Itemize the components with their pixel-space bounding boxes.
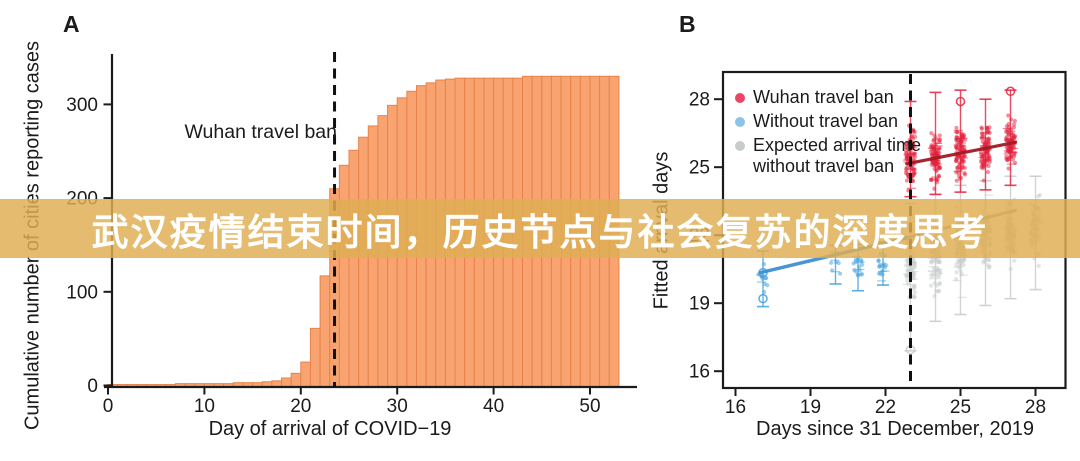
legend-label: Expected arrival time without travel ban	[753, 135, 922, 176]
bar-day-22	[309, 327, 321, 388]
overlay-text-banner: 武汉疫情结束时间，历史节点与社会复苏的深度思考	[0, 199, 1080, 258]
legend-item-wuhan-travel-ban: Wuhan travel ban	[735, 87, 938, 108]
legend: Wuhan travel ban Without travel ban Expe…	[735, 87, 938, 180]
bar-day-21	[300, 361, 311, 388]
legend-dot-gray-icon	[735, 141, 745, 151]
bar-day-27	[358, 136, 369, 388]
panel-a-x-tick-label: 30	[387, 396, 408, 417]
panel-b-x-tick-label: 22	[875, 397, 896, 418]
panel-a-y-tick-label: 100	[66, 282, 98, 303]
panel-b-label: B	[679, 11, 696, 37]
fit-line-0	[905, 140, 1018, 166]
panel-a-label: A	[63, 11, 80, 37]
panel-a-x-tick-label: 0	[103, 396, 114, 417]
panel-b-x-tick-label: 16	[725, 397, 746, 418]
panel-a-y-tick-label: 300	[66, 95, 98, 116]
legend-dot-red-icon	[735, 93, 745, 103]
legend-label: Without travel ban	[753, 111, 899, 131]
panel-b-y-tick-label: 28	[689, 90, 710, 111]
series-wuhan-travel-ban	[902, 86, 1019, 198]
panel-a-x-tick-label: 40	[483, 396, 504, 417]
panel-a-y-tick-label: 0	[87, 376, 98, 397]
panel-b-y-tick-label: 19	[689, 294, 710, 315]
panel-a-x-tick-label: 10	[194, 396, 215, 417]
panel-a-x-tick-label: 20	[290, 396, 311, 417]
bar-day-26	[348, 149, 360, 388]
panel-a-x-axis-title: Day of arrival of COVID−19	[208, 418, 452, 440]
legend-item-expected-arrival: Expected arrival time without travel ban	[735, 135, 938, 177]
bar-day-20	[290, 372, 302, 388]
legend-label: Wuhan travel ban	[753, 87, 894, 107]
panel-b-y-tick-label: 25	[689, 158, 710, 179]
panel-b-plot: 16192225281619222528	[689, 70, 1067, 418]
panel-b-y-tick-label: 16	[689, 362, 710, 383]
panel-b-x-axis-title: Days since 31 December, 2019	[756, 418, 1034, 440]
legend-dot-blue-icon	[735, 117, 745, 127]
panel-b-x-tick-label: 19	[800, 397, 821, 418]
panel-b-x-tick-label: 28	[1025, 397, 1046, 418]
legend-item-without-travel-ban: Without travel ban	[735, 111, 938, 132]
panel-a-x-tick-label: 50	[579, 396, 600, 417]
wuhan-travel-ban-annotation: Wuhan travel ban	[184, 121, 338, 143]
panel-b-x-tick-label: 25	[950, 397, 971, 418]
bar-day-23	[319, 275, 331, 388]
bar-day-19	[281, 377, 292, 388]
